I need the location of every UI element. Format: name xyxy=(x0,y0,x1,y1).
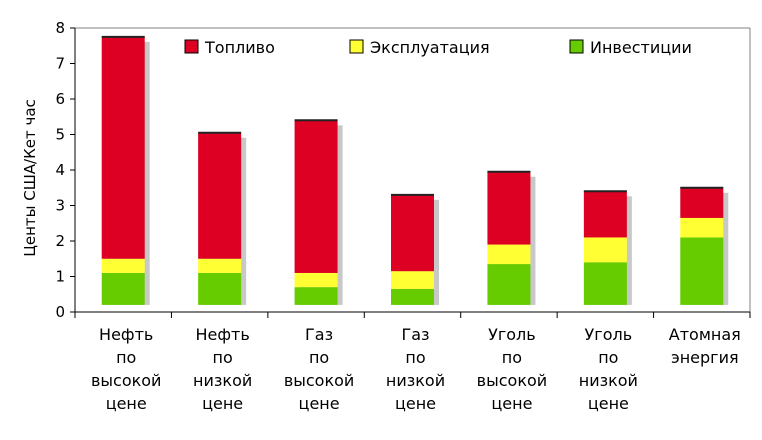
x-category-label: Нефть xyxy=(195,325,249,344)
x-category-label: высокой xyxy=(284,371,355,390)
x-category-label: цене xyxy=(106,394,147,413)
x-category-label: высокой xyxy=(91,371,162,390)
y-axis-title: Центы США/Кет час xyxy=(21,99,39,257)
bar-segment-fuel xyxy=(391,194,434,272)
x-category-label: по xyxy=(502,348,522,367)
legend-label: Эксплуатация xyxy=(370,38,490,57)
bar-segment-operation xyxy=(101,258,145,273)
x-category-label: низкой xyxy=(579,371,638,390)
bar-segment-fuel xyxy=(198,132,242,259)
x-category-label: высокой xyxy=(477,371,548,390)
x-category-label: по xyxy=(598,348,618,367)
x-category-label: по xyxy=(309,348,329,367)
x-category-label: Газ xyxy=(401,325,429,344)
y-tick-label: 5 xyxy=(55,126,65,144)
x-category-label: цене xyxy=(491,394,532,413)
x-category-label: цене xyxy=(202,394,243,413)
legend-swatch xyxy=(184,39,199,54)
bar-segment-investment xyxy=(101,272,145,305)
bar-segment-investment xyxy=(680,237,724,305)
y-tick-label: 8 xyxy=(55,19,65,37)
x-category-label: цене xyxy=(395,394,436,413)
bar-segment-operation xyxy=(391,271,434,289)
bar-segment-fuel xyxy=(101,36,145,259)
bar-segment-operation xyxy=(680,217,724,238)
x-category-label: Атомная xyxy=(669,325,741,344)
bar-segment-operation xyxy=(583,237,627,263)
bar-segment-operation xyxy=(487,244,531,265)
x-category-label: низкой xyxy=(386,371,445,390)
legend-label: Инвестиции xyxy=(590,38,692,57)
bar-segment-investment xyxy=(583,262,627,305)
bar-segment-operation xyxy=(198,258,242,273)
x-category-label: Нефть xyxy=(99,325,153,344)
x-category-label: по xyxy=(116,348,136,367)
bar-segment-fuel xyxy=(294,120,338,273)
x-category-label: низкой xyxy=(193,371,252,390)
y-tick-label: 2 xyxy=(55,232,65,250)
y-tick-label: 7 xyxy=(55,55,65,73)
bar-segment-fuel xyxy=(680,187,724,218)
y-tick-label: 0 xyxy=(55,303,65,321)
y-tick-label: 3 xyxy=(55,197,65,215)
bar-segment-investment xyxy=(294,287,338,305)
legend-swatch xyxy=(349,39,364,54)
x-category-label: цене xyxy=(299,394,340,413)
legend-label: Топливо xyxy=(204,38,275,57)
bar-segment-fuel xyxy=(487,171,531,245)
x-category-label: Уголь xyxy=(488,325,536,344)
y-tick-label: 4 xyxy=(55,161,65,179)
bar-segment-investment xyxy=(198,272,242,305)
bar-segment-operation xyxy=(294,272,338,288)
x-category-label: энергия xyxy=(671,348,739,367)
x-category-label: по xyxy=(405,348,425,367)
x-category-label: Газ xyxy=(305,325,333,344)
y-tick-label: 6 xyxy=(55,90,65,108)
x-category-label: Уголь xyxy=(585,325,633,344)
bar-segment-investment xyxy=(391,288,434,305)
x-category-label: цене xyxy=(588,394,629,413)
y-tick-label: 1 xyxy=(55,268,65,286)
bar-segment-investment xyxy=(487,264,531,305)
x-category-label: по xyxy=(213,348,233,367)
legend-swatch xyxy=(569,39,584,54)
bar-segment-fuel xyxy=(583,191,627,238)
